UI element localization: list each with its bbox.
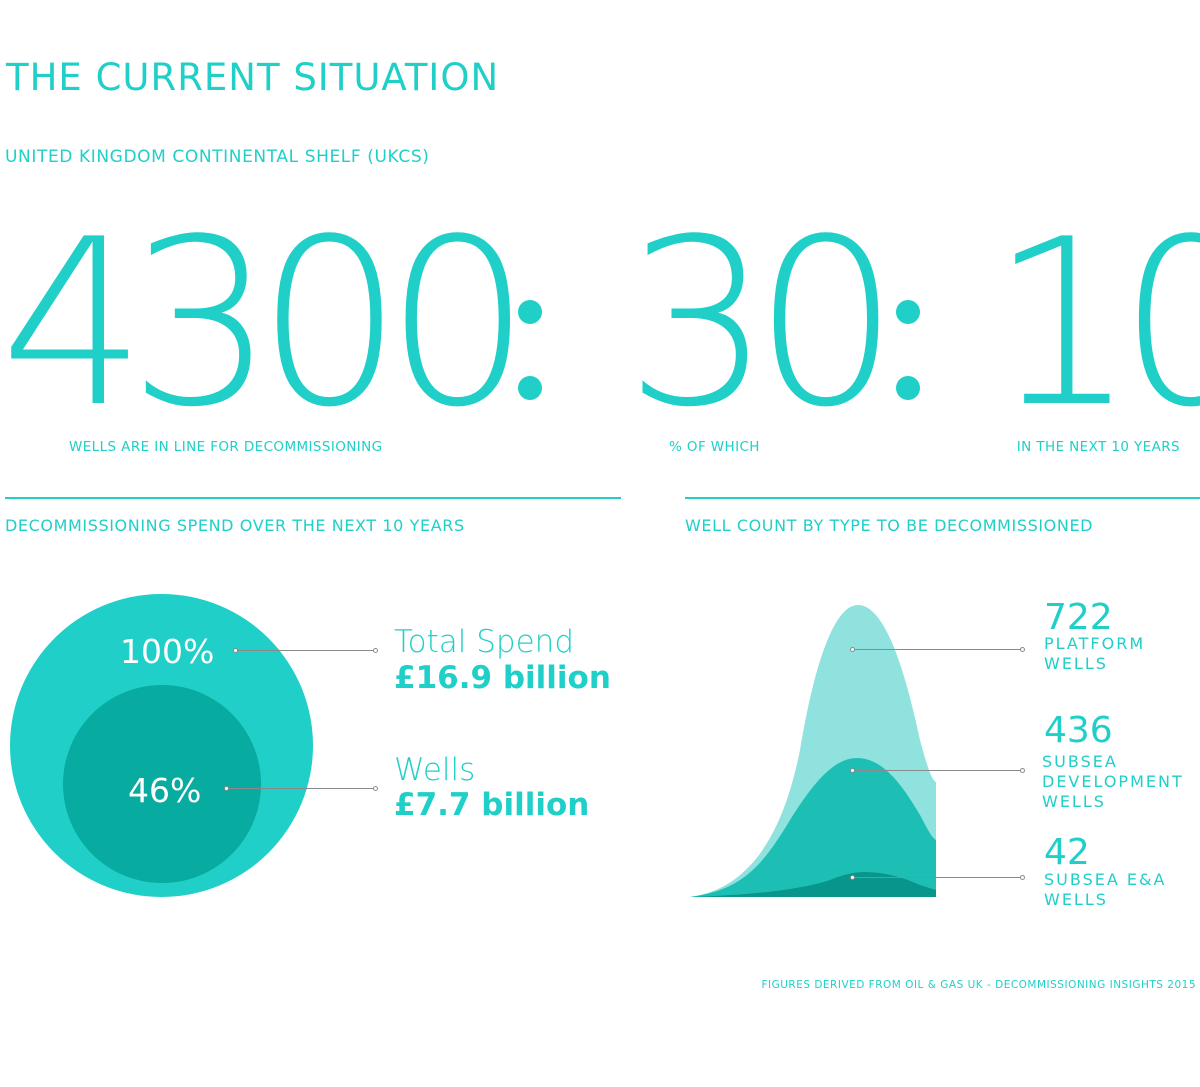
caption-wells: WELLS ARE IN LINE FOR DECOMMISSIONING [69, 439, 383, 455]
leader-line [229, 788, 374, 789]
leader-line [855, 770, 1021, 771]
leader-line [855, 877, 1021, 878]
page-title: THE CURRENT SITUATION [6, 56, 500, 99]
leader-dot [1020, 875, 1025, 880]
divider-left [5, 497, 621, 499]
subsea-ea-number: 42 [1044, 832, 1090, 873]
ratio-colon-2 [896, 300, 920, 410]
leader-line [855, 649, 1021, 650]
platform-wells-number: 722 [1044, 597, 1113, 638]
page-subtitle: UNITED KINGDOM CONTINENTAL SHELF (UKCS) [5, 147, 430, 167]
caption-percent: % OF WHICH [669, 439, 760, 455]
wells-percent-label: 46% [128, 771, 202, 810]
leader-dot [233, 648, 238, 653]
total-spend-value: £16.9 billion [394, 660, 611, 696]
leader-dot [850, 768, 855, 773]
wells-count-figure: 4300 [0, 191, 531, 458]
leader-dot [1020, 647, 1025, 652]
platform-wells-label: PLATFORM WELLS [1044, 634, 1146, 673]
leader-dot [224, 786, 229, 791]
well-count-area-chart [690, 605, 936, 897]
wells-spend-circle [63, 685, 261, 883]
caption-years: IN THE NEXT 10 YEARS [1016, 439, 1180, 455]
well-count-heading: WELL COUNT BY TYPE TO BE DECOMMISSIONED [685, 516, 1094, 535]
total-percent-label: 100% [120, 632, 215, 671]
subsea-development-label: SUBSEA DEVELOPMENT WELLS [1042, 752, 1184, 811]
leader-dot [850, 647, 855, 652]
percent-figure: 30 [625, 191, 900, 458]
subsea-ea-label: SUBSEA E&A WELLS [1044, 870, 1167, 909]
leader-dot [373, 648, 378, 653]
area-subsea-ea-wells [690, 872, 936, 897]
wells-spend-value: £7.7 billion [394, 787, 590, 823]
leader-dot [1020, 768, 1025, 773]
spend-heading: DECOMMISSIONING SPEND OVER THE NEXT 10 Y… [5, 516, 465, 535]
total-spend-label: Total Spend [394, 624, 575, 660]
subsea-development-number: 436 [1044, 710, 1113, 751]
leader-dot [373, 786, 378, 791]
leader-line [238, 650, 374, 651]
leader-dot [850, 875, 855, 880]
years-figure: 10 [990, 191, 1200, 458]
source-note: FIGURES DERIVED FROM OIL & GAS UK - DECO… [761, 979, 1196, 991]
divider-right [685, 497, 1200, 499]
wells-spend-label: Wells [394, 752, 476, 788]
area-subsea-development-wells [690, 758, 936, 897]
ratio-colon-1 [518, 300, 542, 410]
